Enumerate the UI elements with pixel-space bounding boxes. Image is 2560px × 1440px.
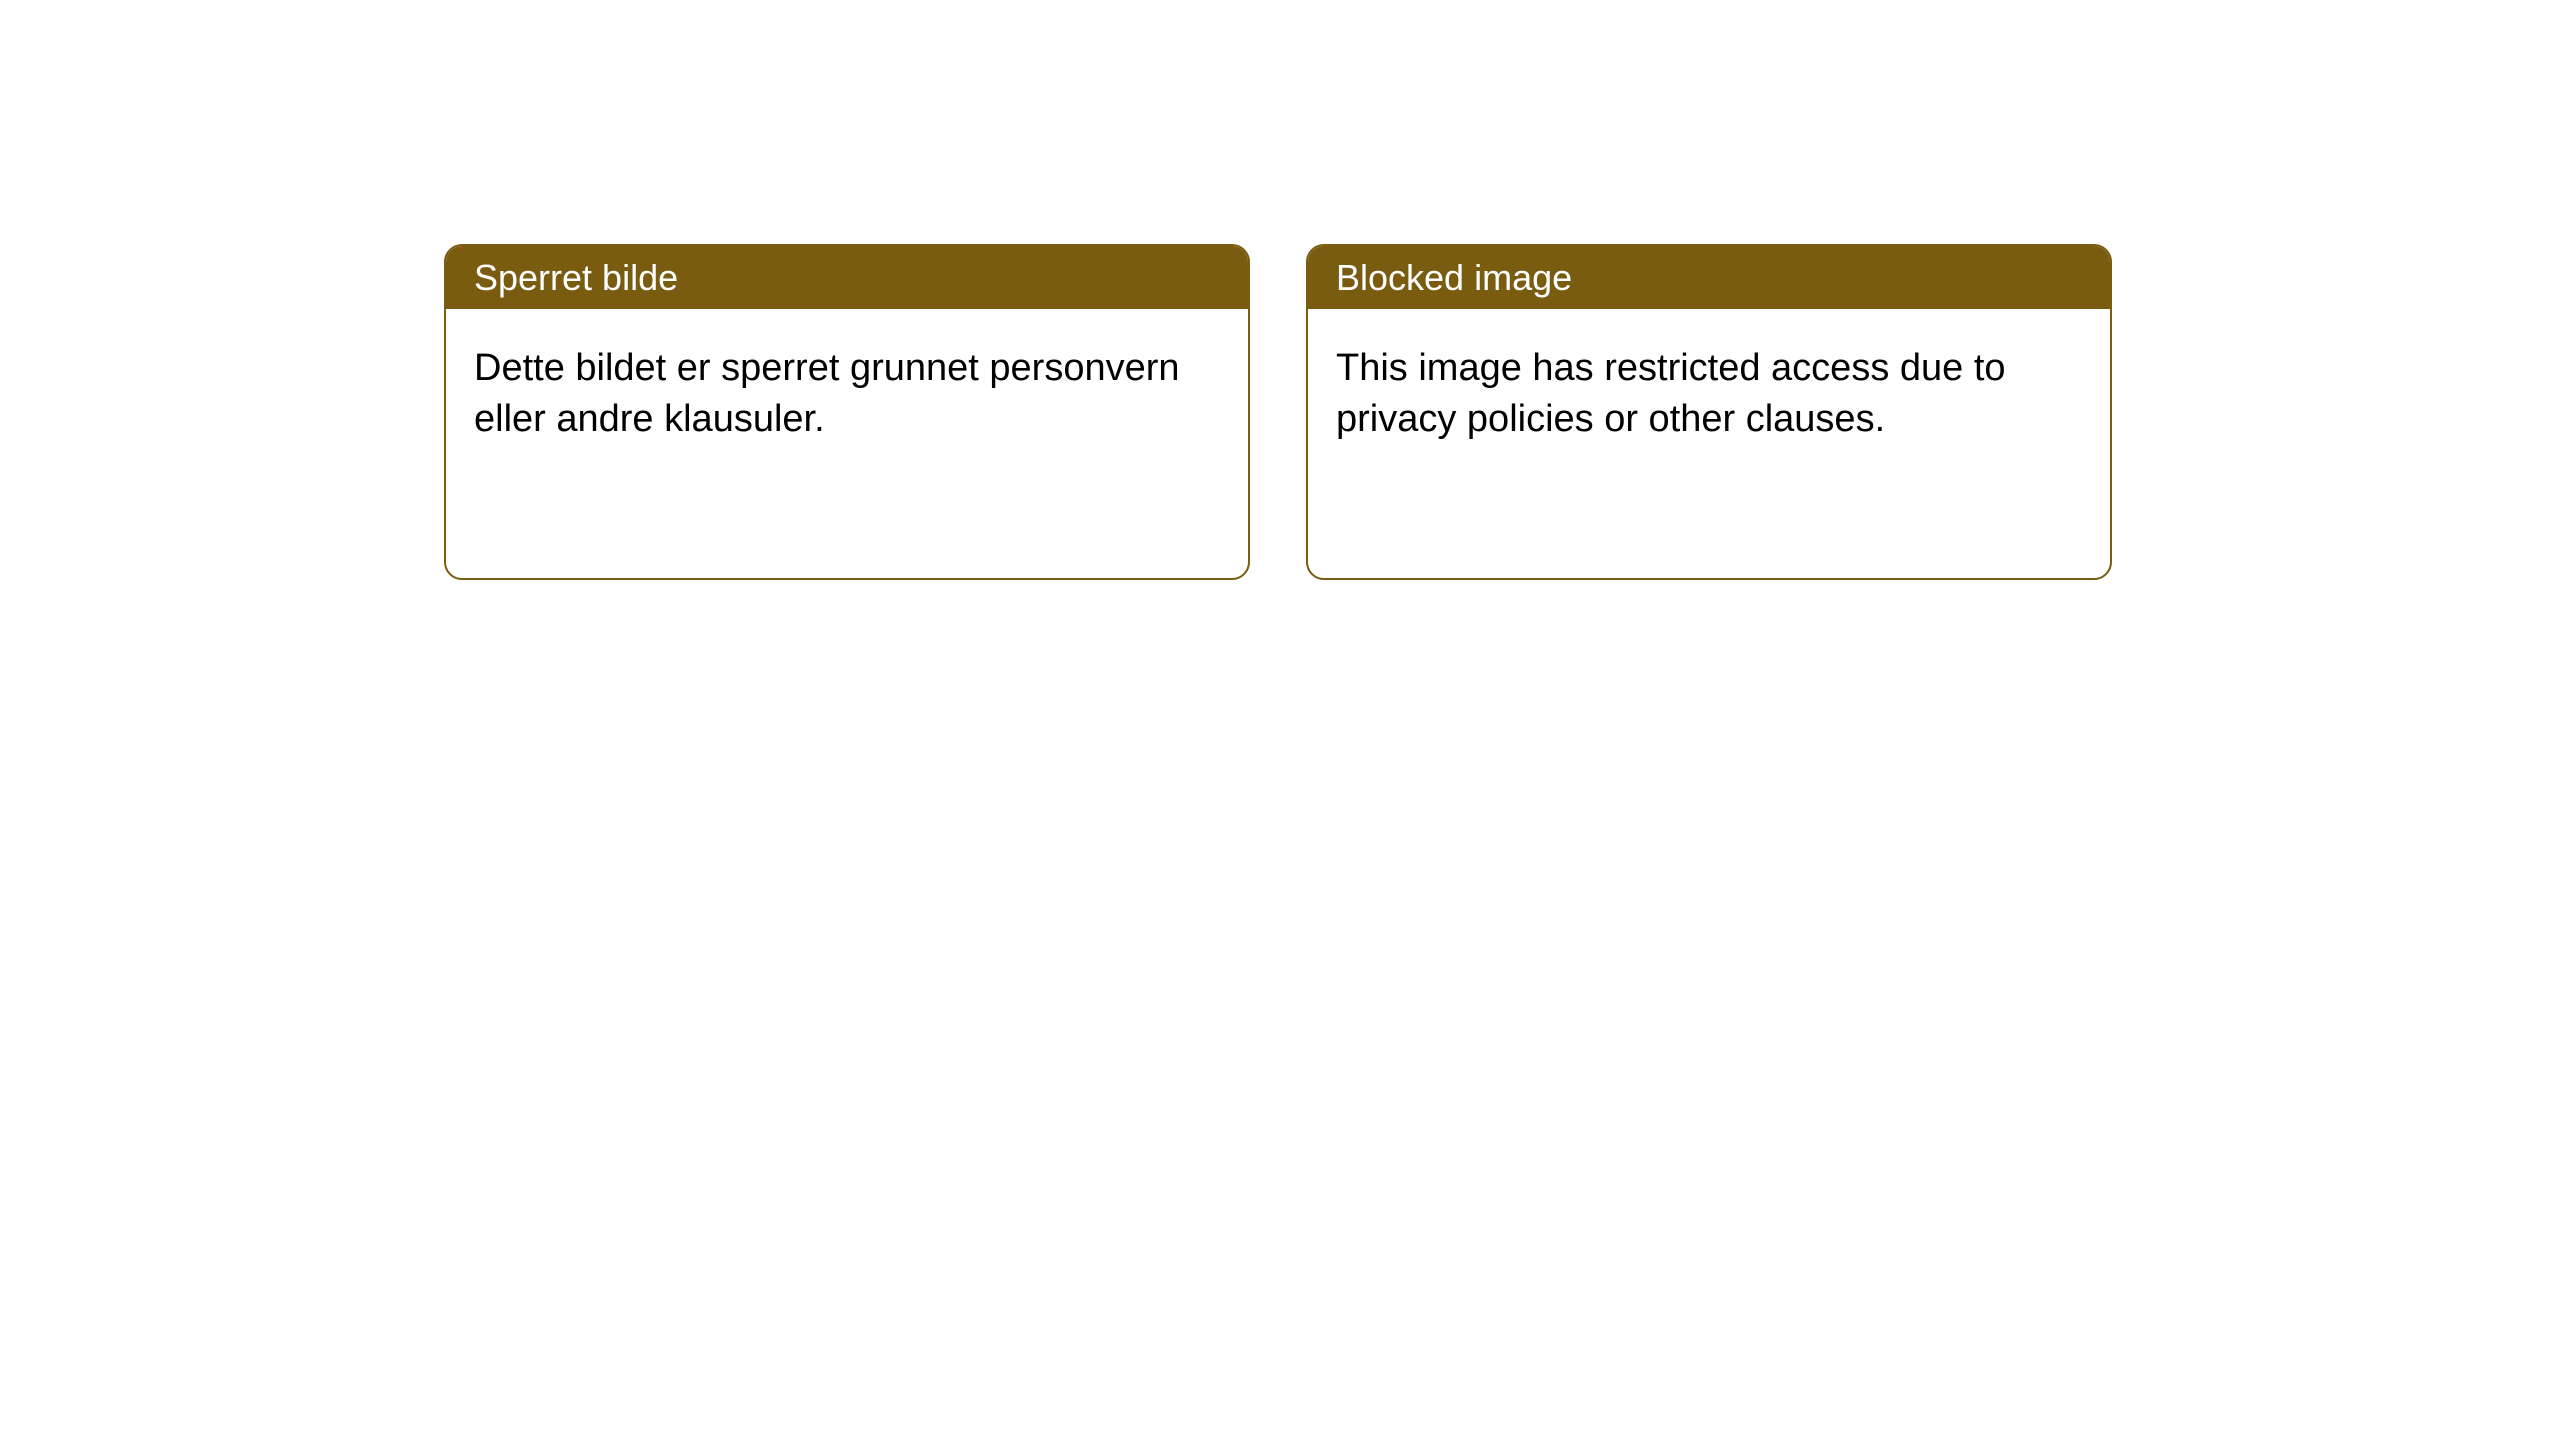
notice-body: Dette bildet er sperret grunnet personve… <box>446 309 1248 480</box>
notice-header: Blocked image <box>1308 246 2110 309</box>
notice-container: Sperret bilde Dette bildet er sperret gr… <box>444 244 2112 580</box>
notice-body: This image has restricted access due to … <box>1308 309 2110 480</box>
notice-header: Sperret bilde <box>446 246 1248 309</box>
notice-card-norwegian: Sperret bilde Dette bildet er sperret gr… <box>444 244 1250 580</box>
notice-card-english: Blocked image This image has restricted … <box>1306 244 2112 580</box>
